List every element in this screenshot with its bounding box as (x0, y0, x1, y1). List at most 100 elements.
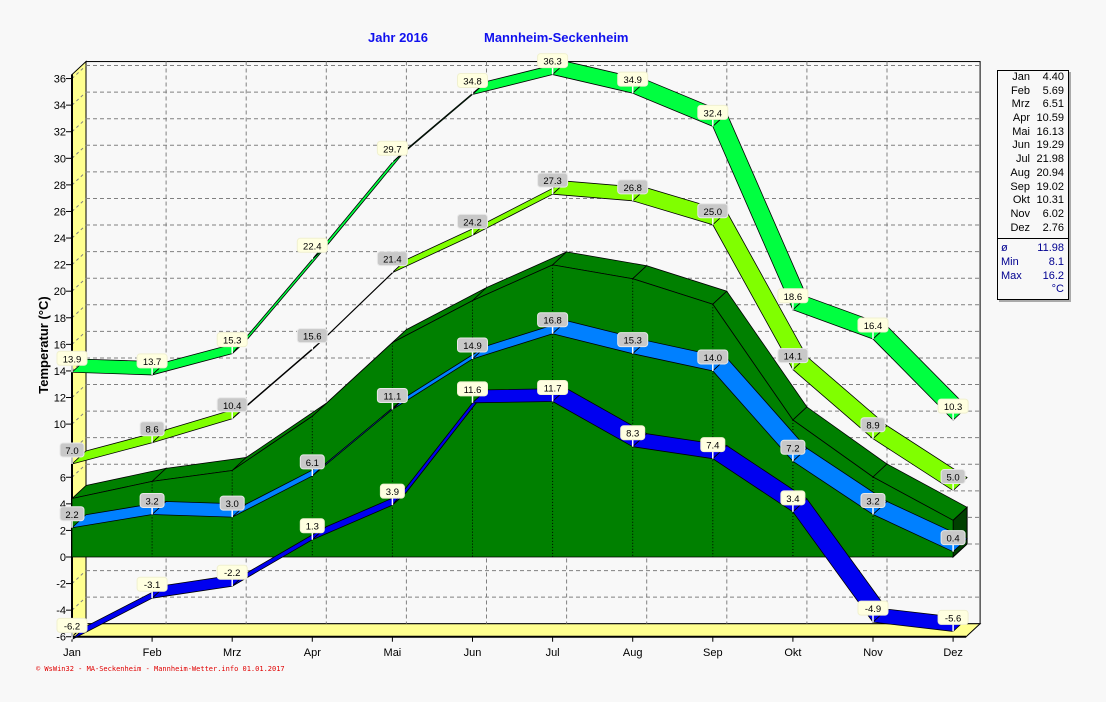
legend-row: Dez 2.76 (998, 222, 1068, 236)
max-value: 16.2 (1042, 269, 1064, 282)
data-label-box (376, 251, 408, 267)
y-tick-label: 18 (54, 313, 66, 325)
data-label: 1.3 (306, 522, 319, 533)
legend-value: 6.51 (1042, 98, 1064, 111)
data-label: 3.0 (226, 499, 239, 510)
legend-row: Jun 19.29 (998, 139, 1068, 153)
min-label: Min (1001, 255, 1019, 268)
legend-value: 6.02 (1042, 207, 1064, 220)
data-label-box (937, 398, 969, 414)
legend-month: Okt (1012, 194, 1030, 207)
data-label: 3.2 (145, 496, 158, 507)
data-label: 8.3 (626, 429, 639, 440)
data-label: -5.6 (945, 613, 961, 624)
data-label: 8.6 (145, 425, 158, 436)
data-label-box (697, 349, 729, 365)
legend-month: Mai (1012, 125, 1030, 138)
y-tick-label: 24 (54, 233, 66, 245)
data-label-box (296, 237, 328, 253)
series-mittleres-minimum: 2.2 3.2 3.0 6.1 11.1 14.9 16.8 15.3 14.0 7.2 3.2 0.… (59, 312, 968, 553)
y-tick-label: 10 (54, 419, 66, 431)
data-label: 8.9 (866, 421, 879, 432)
legend-month: Apr (1012, 112, 1030, 125)
legend-month: Mrz (1011, 98, 1030, 111)
data-label: 34.8 (463, 77, 482, 88)
data-label-box (857, 317, 889, 333)
legend-month: Aug (1010, 166, 1030, 179)
data-label: -4.9 (865, 604, 881, 615)
x-tick-label: Sep (703, 647, 723, 659)
data-label: 14.0 (704, 353, 723, 364)
data-label-box (457, 213, 488, 229)
x-tick-label: Apr (304, 647, 321, 659)
y-tick-label: 22 (54, 260, 66, 272)
y-tick-label: 16 (54, 339, 66, 351)
legend-row: Mrz 6.51 (998, 98, 1068, 112)
legend-value: 20.94 (1036, 166, 1064, 179)
unit-label: °C (1051, 283, 1064, 296)
data-label-box (617, 179, 649, 195)
legend-value: 21.98 (1036, 153, 1064, 166)
data-label: 29.7 (383, 144, 402, 155)
data-label-box (940, 469, 966, 485)
data-label-box (700, 437, 726, 453)
data-label: -3.1 (144, 580, 160, 591)
data-label: 27.3 (543, 176, 562, 187)
data-label: 11.7 (544, 384, 562, 395)
data-label-box (780, 490, 806, 506)
data-label-box (56, 350, 88, 366)
data-label: 26.8 (623, 183, 642, 194)
data-label-box (617, 332, 649, 348)
legend-month: Nov (1010, 207, 1030, 220)
data-label: 0.4 (946, 534, 959, 545)
y-tick-label: 28 (54, 180, 66, 192)
y-tick-label: -2 (56, 579, 66, 591)
legend-value: 2.76 (1042, 221, 1064, 234)
data-label-box (136, 576, 168, 592)
data-label-box (537, 312, 569, 328)
y-tick-label: 2 (60, 525, 66, 537)
x-tick-label: Jan (63, 647, 81, 659)
data-label-box (376, 140, 408, 156)
legend-row: Apr 10.59 (998, 112, 1068, 126)
y-tick-label: -4 (56, 605, 66, 617)
y-tick-label: 30 (54, 153, 66, 165)
data-label-box (697, 104, 729, 120)
data-label-box (860, 417, 886, 433)
data-label: 16.4 (864, 321, 883, 332)
legend-month: Jan (1012, 71, 1030, 83)
legend-month: Feb (1011, 84, 1030, 97)
data-label: 7.0 (65, 446, 78, 457)
data-label-box (299, 454, 325, 470)
data-label: 11.6 (464, 385, 482, 396)
data-label-box (216, 332, 248, 348)
data-label: 10.4 (223, 401, 242, 412)
legend-month: Dez (1010, 221, 1030, 234)
data-label-box (59, 506, 85, 522)
data-label-box (860, 492, 886, 508)
data-label: 36.3 (543, 57, 562, 68)
data-label: 18.6 (784, 292, 803, 303)
x-tick-label: Dez (943, 647, 963, 659)
data-label-box (136, 353, 168, 369)
data-label-box (697, 203, 729, 219)
data-label: 32.4 (704, 108, 723, 119)
data-label: 21.4 (383, 255, 402, 266)
legend-value: 10.31 (1036, 194, 1064, 207)
data-label: 7.2 (786, 443, 799, 454)
y-tick-label: 26 (54, 206, 66, 218)
x-tick-label: Feb (143, 647, 162, 659)
x-tick-label: Mrz (223, 647, 241, 659)
y-tick-label: 0 (60, 552, 66, 564)
data-label: 14.9 (463, 341, 482, 352)
series-absolutes-minimum: -6.2 -3.1 -2.2 1.3 3.9 11.6 11.7 8.3 7.4 3.4 -4.9 -… (56, 380, 969, 640)
data-label-box (857, 600, 889, 616)
data-label-box (617, 71, 649, 87)
avg-label: ø (1001, 242, 1008, 255)
chart-year-title: Jahr 2016 (368, 30, 428, 45)
data-label: 3.4 (786, 494, 799, 505)
data-label: 25.0 (704, 207, 723, 218)
data-label-box (59, 442, 85, 458)
data-label: 24.2 (463, 217, 482, 228)
